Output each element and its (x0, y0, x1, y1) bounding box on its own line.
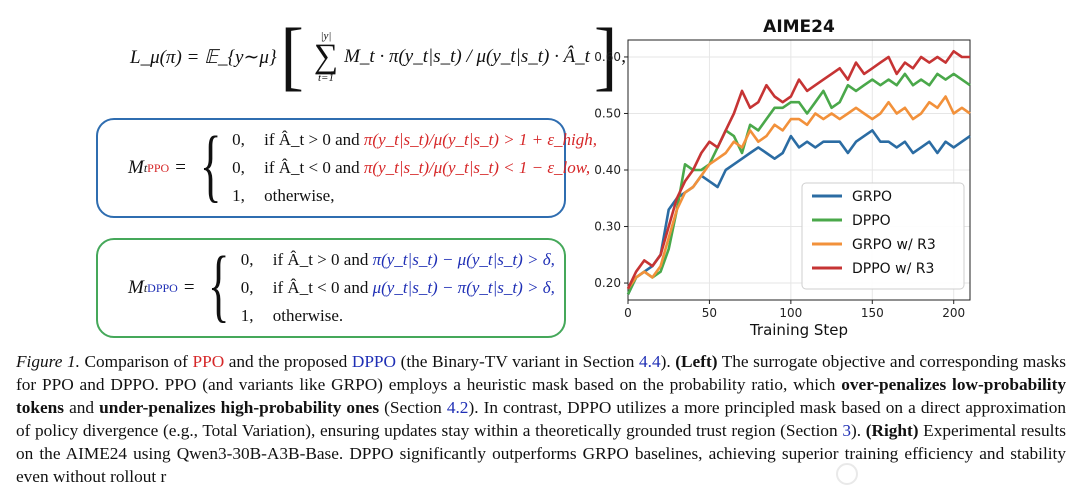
ppo-case-expression: π(y_t|s_t)/μ(y_t|s_t) < 1 − ε_low, (363, 158, 591, 177)
dppo-case-value: 0, (240, 250, 254, 269)
dppo-brace: { (208, 239, 230, 330)
series-line-grpo-w-r3 (626, 95, 971, 290)
caption-text: and the proposed (228, 352, 348, 371)
legend-label: DPPO (852, 213, 891, 229)
series-line-dppo-w-r3 (626, 49, 970, 290)
dppo-case-row: 1, otherwise. (241, 303, 555, 329)
ppo-case-condition: if Â_t < 0 and (264, 158, 360, 177)
y-tick-label: 0.20 (594, 276, 621, 290)
ppo-brace: { (199, 119, 222, 210)
x-tick-label: 150 (861, 306, 884, 320)
ppo-case-value: 1, (232, 186, 245, 205)
dppo-case-condition: otherwise. (272, 306, 344, 325)
dppo-case-value: 1, (240, 306, 254, 325)
caption-text: ). In contrast, DPPO utilizes a more pri… (16, 398, 1067, 440)
legend-label: DPPO w/ R3 (852, 261, 934, 277)
ppo-case-row: 0, if Â_t < 0 and π(y_t|s_t)/μ(y_t|s_t) … (232, 155, 597, 181)
caption-right-label: (Right) (865, 421, 919, 440)
figure-caption: Figure 1. Comparison of PPO and the prop… (16, 350, 1066, 488)
ppo-case-condition: otherwise, (264, 186, 335, 205)
dppo-case-value: 0, (240, 278, 254, 297)
caption-dppo: DPPO (351, 352, 397, 371)
caption-text: ). (850, 421, 862, 440)
ppo-case-value: 0, (232, 130, 245, 149)
dppo-case-condition: if Â_t > 0 and (272, 250, 369, 269)
caption-bold-phrase: under-penalizes high-probability ones (99, 398, 380, 417)
legend-label: GRPO w/ R3 (852, 237, 936, 253)
dppo-case-condition: if Â_t < 0 and (272, 278, 369, 297)
ppo-cases: 0, if Â_t > 0 and π(y_t|s_t)/μ(y_t|s_t) … (232, 127, 597, 209)
y-tick-label: 0.40 (594, 163, 621, 177)
x-tick-label: 0 (624, 306, 632, 320)
ppo-case-expression: π(y_t|s_t)/μ(y_t|s_t) > 1 + ε_high, (363, 130, 598, 149)
caption-left-label: (Left) (675, 352, 718, 371)
ppo-case-row: 0, if Â_t > 0 and π(y_t|s_t)/μ(y_t|s_t) … (232, 127, 597, 153)
series-line-dppo (626, 72, 971, 295)
caption-bold-phrase: over-penalizes low-probability tokens (16, 375, 1066, 417)
right-bracket: ] (593, 14, 618, 99)
caption-text: (Section (384, 398, 442, 417)
dppo-case-row: 0, if Â_t < 0 and μ(y_t|s_t) − π(y_t|s_t… (241, 275, 555, 301)
y-tick-label: 0.50 (594, 106, 621, 120)
section-link[interactable]: 3 (842, 421, 851, 440)
dppo-label: DPPO (147, 280, 178, 295)
sum-lower-limit: t=1 (317, 72, 334, 85)
y-tick-label: 0.60 (594, 50, 621, 64)
aime24-line-chart: 0.20 0.30 0.40 0.50 0.60 0 50 100 150 200 AIME24 Tr… (594, 17, 971, 339)
watermark (836, 461, 1066, 487)
ppo-case-value: 0, (232, 158, 245, 177)
caption-label: Figure 1. (16, 352, 80, 371)
sigma-symbol: ∑ (313, 37, 339, 75)
section-link[interactable]: 4.4 (639, 352, 661, 371)
ppo-case-condition: if Â_t > 0 and (264, 130, 360, 149)
objective-term: M_t · π(y_t|s_t) / μ(y_t|s_t) · Â_t (344, 46, 590, 67)
caption-text: ). (660, 352, 671, 371)
caption-text: Experimental results on the AIME24 using… (16, 421, 1066, 486)
legend-box (801, 182, 965, 290)
ppo-case-row: 1, otherwise, (232, 183, 597, 209)
y-tick-label: 0.30 (594, 220, 621, 234)
dppo-case-expression: π(y_t|s_t) − μ(y_t|s_t) > δ, (372, 250, 555, 269)
chart-title: AIME24 (763, 17, 835, 37)
dppo-case-expression: μ(y_t|s_t) − π(y_t|s_t) > δ, (372, 278, 555, 297)
x-axis-label: Training Step (749, 321, 848, 339)
x-tick-label: 100 (779, 306, 802, 320)
summation: |y| ∑ t=1 (314, 30, 338, 85)
watermark-logo-icon (836, 463, 858, 485)
x-tick-label: 200 (942, 306, 965, 320)
x-tick-label: 50 (702, 306, 717, 320)
caption-ppo: PPO (192, 352, 225, 371)
dppo-cases: 0, if Â_t > 0 and π(y_t|s_t) − μ(y_t|s_t… (241, 247, 555, 329)
formula-comma: , (621, 46, 627, 67)
caption-text: (the Binary-TV variant in Section (400, 352, 635, 371)
caption-text: The surrogate objective and correspondin… (16, 352, 1067, 394)
left-bracket: [ (280, 14, 304, 99)
sum-upper-limit: |y| (320, 29, 332, 42)
caption-text: and (69, 398, 95, 417)
section-link[interactable]: 4.2 (446, 398, 469, 417)
caption-text: Comparison of (84, 352, 188, 371)
dppo-case-row: 0, if Â_t > 0 and π(y_t|s_t) − μ(y_t|s_t… (241, 247, 555, 273)
legend-label: GRPO (852, 189, 892, 205)
objective-lhs: L_μ(π) = 𝔼_{y∼μ} (130, 46, 277, 68)
surrogate-objective-formula: L_μ(π) = 𝔼_{y∼μ} [ |y| ∑ t=1 M_t · π(y_t… (130, 18, 626, 96)
ppo-label: PPO (147, 160, 170, 175)
